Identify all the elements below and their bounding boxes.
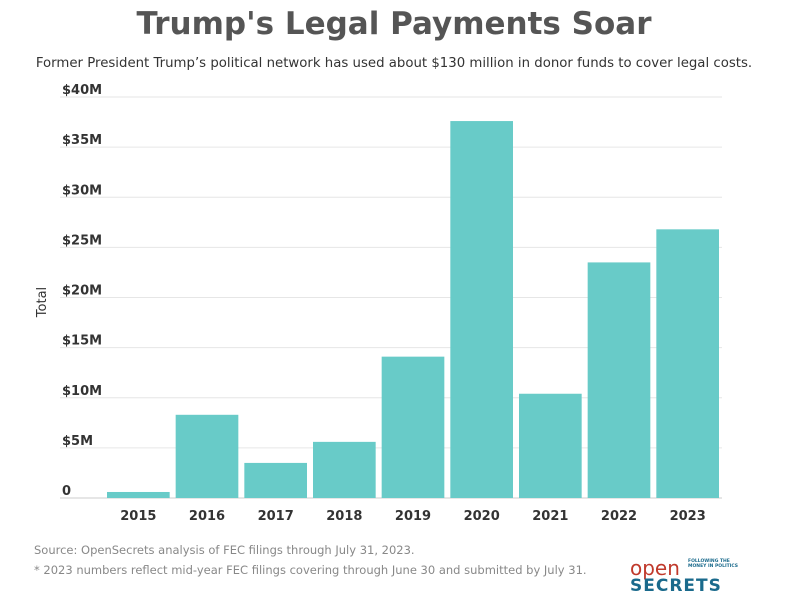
x-tick-label: 2020 (464, 509, 500, 524)
chart-title: Trump's Legal Payments Soar (136, 6, 652, 42)
y-tick-label: $40M (62, 83, 102, 98)
logo-open-text: open (630, 556, 680, 580)
x-tick-label: 2019 (395, 509, 431, 524)
x-tick-label: 2015 (120, 509, 156, 524)
footnote: * 2023 numbers reflect mid-year FEC fili… (34, 563, 587, 577)
bar-2020 (450, 121, 513, 498)
y-tick-label: $15M (62, 334, 102, 349)
y-tick-label: $20M (62, 284, 102, 299)
y-axis-ticks: 0 $5M $10M $15M $20M $25M $30M $35M $40M (62, 83, 102, 499)
bar-2017 (244, 462, 307, 498)
x-tick-label: 2017 (258, 509, 294, 524)
bar-2019 (381, 356, 445, 498)
bar-chart: 0$5M$10M$15M$20M$25M$30M$35M$40M 2015 201… (35, 83, 722, 524)
x-tick-label: 2023 (670, 509, 706, 524)
bar-2021 (519, 393, 582, 498)
y-tick-label: $10M (62, 384, 102, 399)
bar-2022 (587, 262, 651, 498)
y-tick-label: $25M (62, 233, 102, 248)
y-tick-label: $30M (62, 183, 102, 198)
bars (107, 121, 719, 498)
y-tick-label: $35M (62, 133, 102, 148)
bar-2023 (656, 229, 719, 498)
logo-secrets-text: SECRETS (630, 576, 722, 596)
logo-tagline: FOLLOWING THE MONEY IN POLITICS (688, 559, 739, 569)
y-tick-label: 0 (62, 484, 71, 499)
chart-subtitle: Former President Trump’s political netwo… (35, 56, 753, 71)
x-tick-label: 2018 (326, 509, 362, 524)
y-tick-label: $5M (62, 434, 93, 449)
y-axis-label: Total (35, 287, 50, 318)
x-tick-label: 2016 (189, 509, 225, 524)
source-note: Source: OpenSecrets analysis of FEC fili… (34, 543, 415, 557)
bar-2015 (107, 491, 170, 498)
bar-2018 (313, 441, 376, 498)
x-tick-label: 2022 (601, 509, 637, 524)
bar-2016 (175, 414, 239, 498)
opensecrets-logo[interactable]: open FOLLOWING THE MONEY IN POLITICS SEC… (630, 556, 750, 600)
x-axis-ticks: 2015 2016 2017 2018 2019 2020 2021 2022 2023 (120, 509, 706, 524)
x-tick-label: 2021 (532, 509, 568, 524)
